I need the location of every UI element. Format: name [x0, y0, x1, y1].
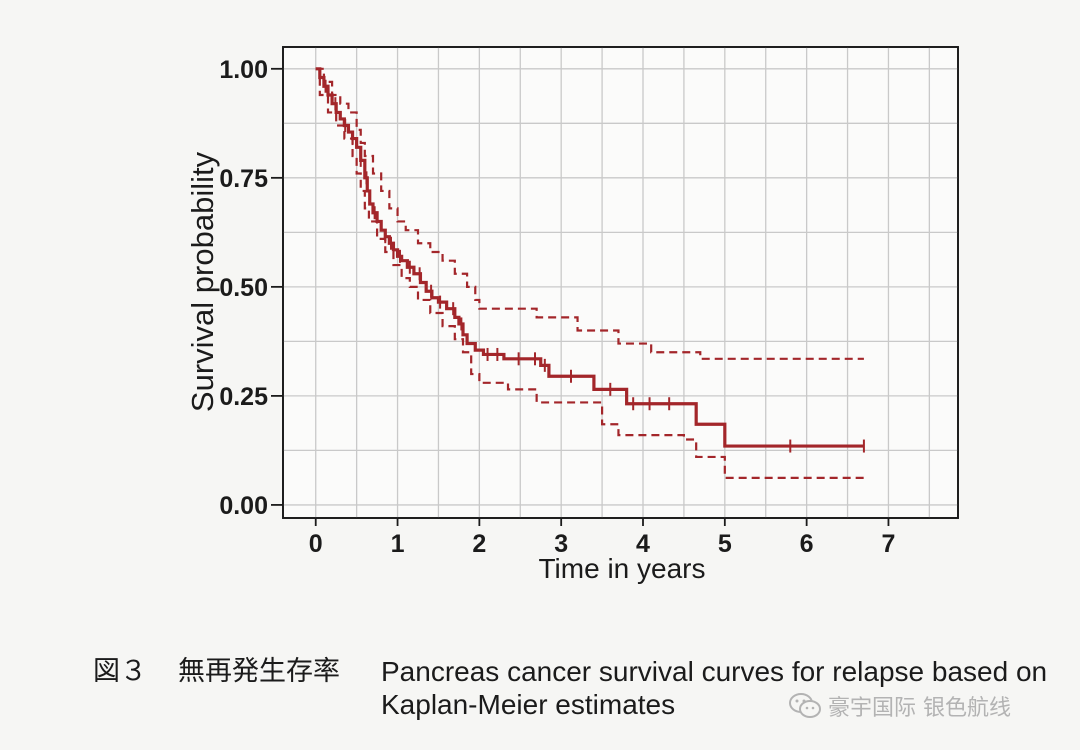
confidence-limit-line — [315, 67, 864, 479]
x-tick-label: 4 — [636, 530, 650, 558]
series — [315, 67, 865, 479]
x-axis-label: Time in years — [538, 553, 705, 584]
x-tick-label: 6 — [800, 530, 814, 558]
figure-caption-line-2: Kaplan-Meier estimates — [381, 689, 676, 720]
axes-ticks: 0.00 0.25 0.50 0.75 1.00 0 1 2 3 4 5 6 7 — [219, 56, 895, 558]
y-tick-label: 1.00 — [219, 56, 268, 84]
plot-border — [282, 46, 959, 519]
figure-title-japanese: 無再発生存率 — [178, 656, 340, 687]
x-tick-label: 7 — [882, 530, 896, 558]
x-tick-label: 1 — [391, 530, 405, 558]
plot-background — [282, 46, 959, 519]
watermark: 豪宇国际 银色航线 — [788, 690, 1058, 722]
wechat-icon — [789, 693, 821, 718]
grid — [283, 47, 958, 518]
watermark-text: 豪宇国际 银色航线 — [828, 696, 1011, 721]
x-tick-label: 5 — [718, 530, 732, 558]
y-tick-label: 0.00 — [219, 492, 268, 520]
km-chart: 0.00 0.25 0.50 0.75 1.00 0 1 2 3 4 5 6 7 Time in yea… — [185, 46, 959, 584]
y-axis-label: Survival probability — [185, 151, 220, 412]
figure-number: 図３ — [93, 656, 147, 687]
x-tick-label: 2 — [472, 530, 486, 558]
x-tick-label: 3 — [554, 530, 568, 558]
x-tick-label: 0 — [309, 530, 323, 558]
y-tick-label: 0.75 — [219, 165, 268, 193]
y-tick-label: 0.50 — [219, 274, 268, 302]
figure-caption-line-1: Pancreas cancer survival curves for rela… — [381, 656, 1048, 687]
y-tick-label: 0.25 — [219, 383, 268, 411]
